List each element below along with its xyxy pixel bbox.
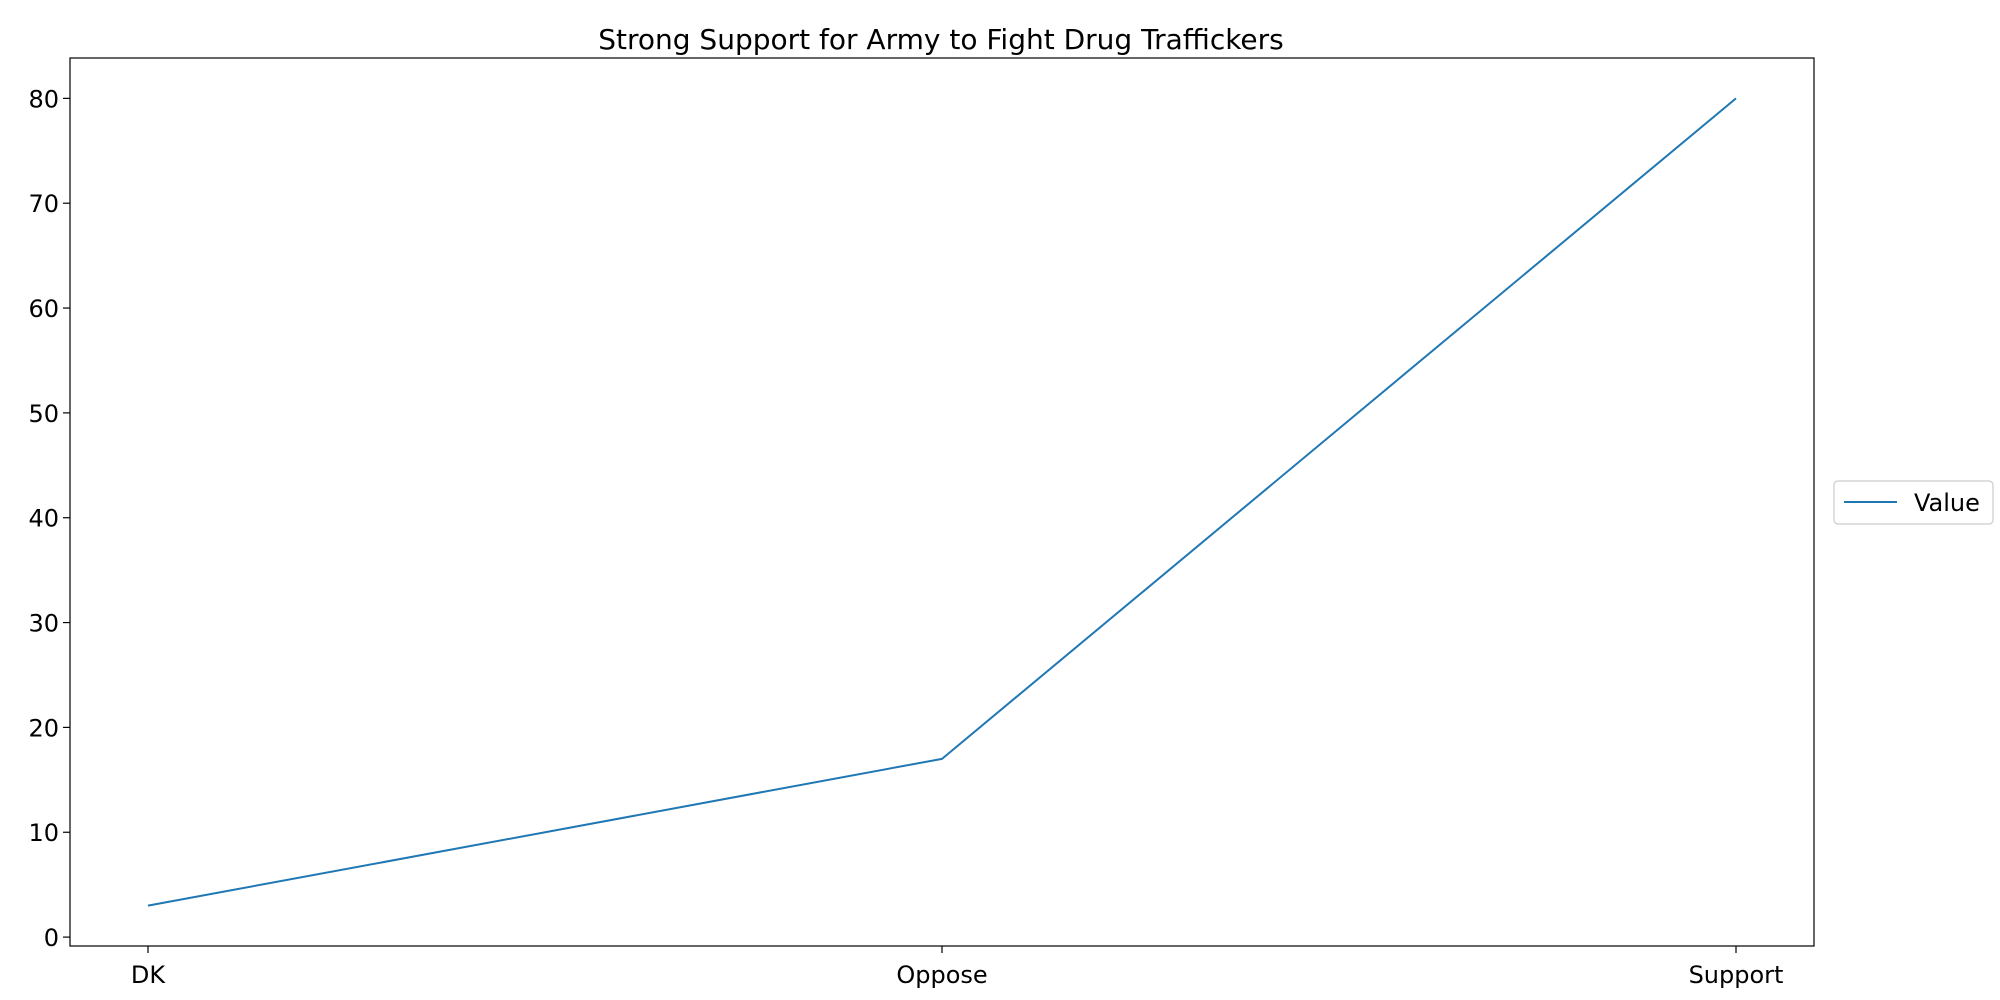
y-tick-label: 10 [28,819,59,847]
legend: Value [1833,480,1994,525]
x-tick-label: Oppose [896,961,987,989]
y-tick-label: 20 [28,714,59,742]
y-axis: 0 10 20 30 40 50 60 70 80 [28,85,70,952]
y-tick-label: 60 [28,295,59,323]
x-tick-label: DK [131,961,166,989]
y-tick-label: 80 [28,85,59,113]
y-tick-label: 0 [44,924,59,952]
y-tick-label: 30 [28,610,59,638]
chart-title: Strong Support for Army to Fight Drug Tr… [598,23,1284,56]
x-axis: DK Oppose Support [131,946,1784,989]
legend-box [1833,480,1994,525]
legend-label-value: Value [1914,489,1980,517]
y-tick-label: 50 [28,400,59,428]
series-group [147,97,1737,907]
y-tick-label: 70 [28,190,59,218]
x-tick-label: Support [1689,961,1784,989]
y-tick-label: 40 [28,505,59,533]
series-line-value [147,97,1737,907]
